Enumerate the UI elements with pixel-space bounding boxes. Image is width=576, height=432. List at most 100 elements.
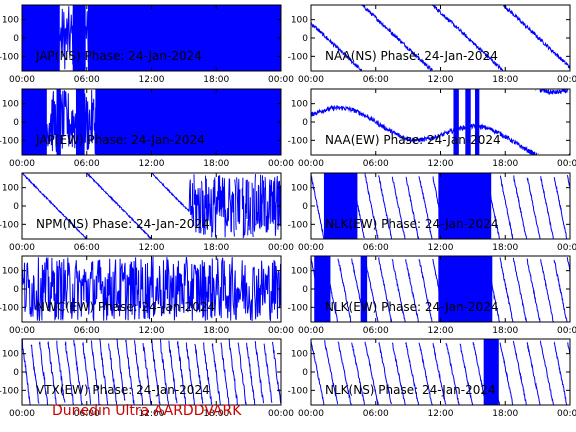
x-tick-label: 00:00 [557, 409, 576, 419]
y-tick-label: 0 [302, 34, 308, 44]
x-tick-label: 18:00 [203, 243, 229, 253]
y-tick-label: -100 [288, 303, 309, 313]
x-tick-label: 06:00 [363, 243, 389, 253]
x-tick-label: 00:00 [298, 326, 324, 336]
panel-title: NWC(EW) Phase: 24-Jan-2024 [36, 300, 215, 314]
y-tick-label: 100 [2, 184, 19, 194]
phase-trace [311, 5, 570, 71]
x-tick-label: 18:00 [492, 159, 518, 169]
series-line [311, 89, 570, 155]
dense-trace-region [22, 89, 47, 155]
y-tick-label: -100 [0, 136, 19, 146]
x-tick-label: 00:00 [557, 243, 576, 253]
x-tick-label: 12:00 [428, 243, 454, 253]
dense-trace-region [453, 89, 459, 155]
y-tick-label: 0 [302, 202, 308, 212]
x-tick-label: 00:00 [9, 75, 35, 85]
x-tick-label: 12:00 [139, 409, 165, 419]
y-tick-label: 100 [2, 16, 19, 26]
y-tick-label: 0 [13, 368, 19, 378]
panel-title: NAA(NS) Phase: 24-Jan-2024 [325, 49, 498, 63]
dense-trace-region [87, 5, 281, 71]
phase-panel-8: 100 0 -100 00:00 06:00 12:00 18:00 00:00 NLK(EW)… [288, 255, 576, 336]
x-tick-label: 00:00 [268, 326, 294, 336]
dense-trace-region [22, 5, 60, 71]
y-tick-label: 100 [2, 350, 19, 360]
panel-title: JAP(NS) Phase: 24-Jan-2024 [35, 49, 202, 63]
x-tick-label: 00:00 [268, 75, 294, 85]
x-tick-label: 12:00 [428, 326, 454, 336]
y-tick-label: 100 [291, 184, 308, 194]
phase-trace [22, 5, 281, 71]
y-tick-label: -100 [0, 303, 19, 313]
x-tick-label: 00:00 [557, 326, 576, 336]
x-tick-label: 00:00 [557, 159, 576, 169]
x-tick-label: 18:00 [203, 326, 229, 336]
y-tick-label: -100 [288, 136, 309, 146]
panel-title: NLK(EW) Phase: 24-Jan-2024 [325, 300, 498, 314]
y-tick-label: 0 [302, 368, 308, 378]
panel-title: NLK(NS) Phase: 24-Jan-2024 [325, 383, 496, 397]
dense-trace-region [360, 256, 368, 322]
phase-panel-2: 100 0 -100 00:00 06:00 12:00 18:00 00:00 NAA(NS)… [288, 4, 576, 85]
x-tick-label: 18:00 [203, 159, 229, 169]
panel-title: NPM(NS) Phase: 24-Jan-2024 [36, 217, 210, 231]
phase-trace [311, 339, 570, 405]
x-tick-label: 00:00 [9, 326, 35, 336]
x-tick-label: 12:00 [428, 159, 454, 169]
dense-trace-region [314, 256, 331, 322]
x-tick-label: 06:00 [74, 409, 100, 419]
y-tick-label: -100 [288, 220, 309, 230]
phase-trace [311, 173, 570, 239]
x-tick-label: 12:00 [428, 409, 454, 419]
series-line [311, 5, 570, 71]
dense-trace-region [465, 89, 471, 155]
x-tick-label: 00:00 [298, 243, 324, 253]
y-tick-label: 0 [13, 118, 19, 128]
series-line [22, 339, 281, 405]
dense-trace-region [72, 5, 86, 71]
y-tick-label: 100 [291, 100, 308, 110]
dense-trace-region [95, 89, 281, 155]
x-tick-label: 06:00 [363, 75, 389, 85]
x-tick-label: 06:00 [363, 326, 389, 336]
x-tick-label: 18:00 [492, 326, 518, 336]
x-tick-label: 00:00 [557, 75, 576, 85]
x-tick-label: 12:00 [139, 159, 165, 169]
phase-trace [22, 339, 281, 405]
x-tick-label: 18:00 [203, 75, 229, 85]
panel-title: JAP(EW) Phase: 24-Jan-2024 [35, 133, 205, 147]
panel-title: NAA(EW) Phase: 24-Jan-2024 [325, 133, 501, 147]
x-tick-label: 12:00 [139, 75, 165, 85]
x-tick-label: 00:00 [9, 243, 35, 253]
x-tick-label: 00:00 [268, 409, 294, 419]
panel-title: NLK(EW) Phase: 24-Jan-2024 [325, 217, 498, 231]
phase-panel-10: 100 0 -100 00:00 06:00 12:00 18:00 00:00 NLK(NS)… [288, 338, 576, 419]
x-tick-label: 00:00 [268, 159, 294, 169]
x-tick-label: 06:00 [74, 75, 100, 85]
y-tick-label: 0 [302, 285, 308, 295]
x-tick-label: 00:00 [268, 243, 294, 253]
phase-panel-4: 100 0 -100 00:00 06:00 12:00 18:00 00:00 NAA(EW)… [288, 88, 576, 169]
x-tick-label: 12:00 [428, 75, 454, 85]
y-tick-label: 0 [13, 34, 19, 44]
x-tick-label: 00:00 [9, 159, 35, 169]
x-tick-label: 06:00 [74, 326, 100, 336]
dense-trace-region [56, 89, 61, 155]
phase-panel-3: 100 0 -100 00:00 06:00 12:00 18:00 00:00 JAP(EW)… [0, 88, 294, 169]
y-tick-label: 0 [302, 118, 308, 128]
dense-trace-region [483, 339, 499, 405]
x-tick-label: 18:00 [203, 409, 229, 419]
y-tick-label: -100 [288, 386, 309, 396]
phase-trace [22, 173, 281, 239]
y-tick-label: -100 [0, 386, 19, 396]
phase-trace [311, 89, 570, 155]
y-tick-label: 0 [13, 202, 19, 212]
y-tick-label: 100 [291, 16, 308, 26]
phase-trace [22, 89, 281, 155]
x-tick-label: 18:00 [492, 243, 518, 253]
x-tick-label: 06:00 [363, 159, 389, 169]
phase-panel-5: 100 0 -100 00:00 06:00 12:00 18:00 00:00 NPM(NS)… [0, 172, 294, 253]
x-tick-label: 00:00 [298, 409, 324, 419]
dense-trace-region [75, 89, 85, 155]
